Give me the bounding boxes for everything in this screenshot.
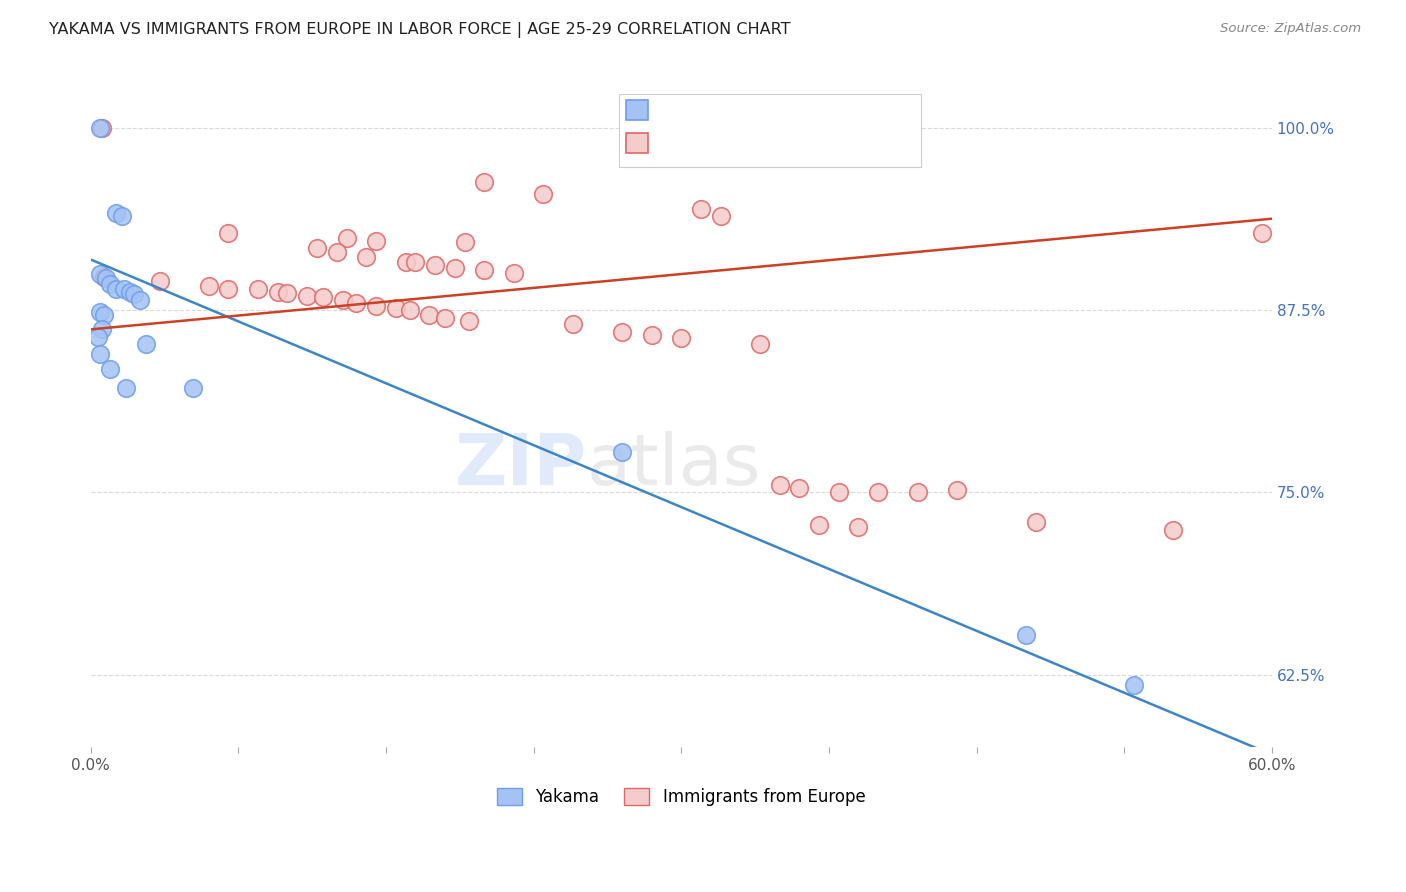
Point bbox=[474, 262, 496, 277]
Point bbox=[93, 308, 115, 322]
Point bbox=[749, 337, 772, 351]
Point bbox=[295, 289, 318, 303]
Point bbox=[98, 277, 121, 292]
Point bbox=[105, 206, 128, 220]
Point bbox=[1123, 678, 1146, 692]
Text: N =: N = bbox=[778, 99, 814, 117]
Point bbox=[612, 326, 634, 340]
Point bbox=[89, 267, 111, 281]
Point bbox=[364, 234, 387, 248]
Point bbox=[128, 293, 150, 308]
Point bbox=[96, 271, 118, 285]
Point bbox=[868, 485, 890, 500]
Text: R =: R = bbox=[658, 99, 695, 117]
Point bbox=[404, 255, 426, 269]
Point bbox=[266, 285, 288, 299]
Point bbox=[671, 126, 693, 140]
Point bbox=[181, 381, 204, 395]
Point bbox=[217, 282, 239, 296]
Text: 55: 55 bbox=[813, 132, 835, 150]
Point bbox=[332, 293, 354, 308]
Point bbox=[769, 478, 792, 492]
Point bbox=[312, 290, 335, 304]
Point bbox=[335, 230, 357, 244]
Legend: Yakama, Immigrants from Europe: Yakama, Immigrants from Europe bbox=[491, 781, 872, 813]
Point bbox=[907, 485, 929, 500]
Point bbox=[89, 121, 111, 136]
Point bbox=[344, 296, 367, 310]
Point bbox=[828, 485, 851, 500]
Point bbox=[418, 308, 440, 322]
Point bbox=[671, 331, 693, 345]
Point bbox=[1025, 515, 1047, 529]
Point bbox=[354, 250, 377, 264]
Point bbox=[305, 241, 328, 255]
Point bbox=[690, 202, 713, 216]
Point bbox=[562, 317, 585, 331]
Text: Source: ZipAtlas.com: Source: ZipAtlas.com bbox=[1220, 22, 1361, 36]
Point bbox=[325, 245, 347, 260]
Point bbox=[93, 269, 115, 284]
Point bbox=[612, 444, 634, 458]
Point bbox=[423, 258, 446, 272]
Point bbox=[89, 305, 111, 319]
Point bbox=[217, 227, 239, 241]
Point bbox=[710, 209, 733, 223]
Point bbox=[246, 282, 269, 296]
Point bbox=[135, 337, 157, 351]
Text: atlas: atlas bbox=[586, 432, 761, 500]
Point bbox=[808, 517, 831, 532]
Point bbox=[364, 299, 387, 313]
Point bbox=[148, 274, 170, 288]
Point bbox=[105, 282, 128, 296]
Point bbox=[398, 303, 420, 318]
Point bbox=[457, 313, 479, 327]
Point bbox=[533, 186, 555, 201]
Point bbox=[91, 322, 114, 336]
Point bbox=[394, 255, 416, 269]
Point bbox=[87, 329, 110, 343]
Point bbox=[474, 175, 496, 189]
Point bbox=[641, 328, 664, 343]
Point bbox=[503, 266, 526, 280]
Point bbox=[122, 287, 145, 301]
Point bbox=[444, 261, 467, 276]
Point bbox=[115, 381, 138, 395]
Text: YAKAMA VS IMMIGRANTS FROM EUROPE IN LABOR FORCE | AGE 25-29 CORRELATION CHART: YAKAMA VS IMMIGRANTS FROM EUROPE IN LABO… bbox=[49, 22, 790, 38]
Text: 23: 23 bbox=[813, 99, 837, 117]
Point bbox=[434, 310, 457, 325]
Text: N =: N = bbox=[778, 132, 814, 150]
Point bbox=[730, 126, 752, 140]
Point bbox=[276, 285, 298, 300]
Point bbox=[1163, 524, 1185, 538]
Point bbox=[118, 285, 141, 299]
Point bbox=[710, 126, 733, 140]
Text: R =: R = bbox=[658, 132, 699, 150]
Point bbox=[1015, 628, 1038, 642]
Point bbox=[98, 361, 121, 376]
Point bbox=[1251, 227, 1274, 241]
Point bbox=[112, 282, 135, 296]
Point bbox=[946, 483, 969, 497]
Point bbox=[848, 520, 870, 534]
Point bbox=[89, 347, 111, 361]
Point bbox=[384, 301, 406, 315]
Point bbox=[111, 209, 134, 223]
Point bbox=[454, 235, 477, 249]
Point bbox=[91, 121, 114, 136]
Text: ZIP: ZIP bbox=[454, 432, 586, 500]
Text: 0.158: 0.158 bbox=[703, 132, 755, 150]
Text: -0.739: -0.739 bbox=[703, 99, 762, 117]
Point bbox=[789, 481, 811, 495]
Point bbox=[197, 278, 219, 293]
